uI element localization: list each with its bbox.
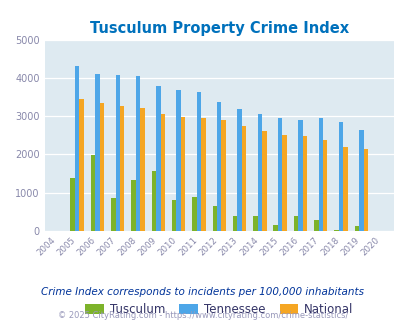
Legend: Tusculum, Tennessee, National: Tusculum, Tennessee, National bbox=[80, 298, 358, 321]
Bar bbox=[160, 114, 164, 231]
Bar bbox=[241, 126, 245, 231]
Bar bbox=[302, 136, 307, 231]
Bar bbox=[140, 108, 144, 231]
Bar bbox=[75, 66, 79, 231]
Bar bbox=[334, 230, 338, 231]
Title: Tusculum Property Crime Index: Tusculum Property Crime Index bbox=[90, 21, 348, 36]
Bar bbox=[111, 198, 115, 231]
Bar bbox=[156, 86, 160, 231]
Bar bbox=[151, 171, 156, 231]
Bar bbox=[298, 120, 302, 231]
Bar bbox=[221, 120, 226, 231]
Bar bbox=[172, 200, 176, 231]
Bar bbox=[91, 155, 95, 231]
Bar bbox=[363, 149, 367, 231]
Bar bbox=[277, 118, 282, 231]
Bar bbox=[95, 74, 99, 231]
Bar bbox=[282, 135, 286, 231]
Bar bbox=[70, 178, 75, 231]
Bar bbox=[338, 121, 343, 231]
Bar bbox=[176, 90, 181, 231]
Bar bbox=[216, 102, 221, 231]
Bar bbox=[131, 180, 135, 231]
Bar bbox=[100, 103, 104, 231]
Bar bbox=[273, 225, 277, 231]
Bar bbox=[313, 220, 318, 231]
Bar bbox=[232, 216, 237, 231]
Bar bbox=[212, 206, 216, 231]
Bar bbox=[192, 197, 196, 231]
Bar bbox=[181, 117, 185, 231]
Bar bbox=[318, 118, 322, 231]
Text: Crime Index corresponds to incidents per 100,000 inhabitants: Crime Index corresponds to incidents per… bbox=[41, 287, 364, 297]
Bar bbox=[257, 114, 262, 231]
Bar bbox=[354, 226, 358, 231]
Bar bbox=[262, 131, 266, 231]
Bar bbox=[343, 147, 347, 231]
Bar bbox=[293, 216, 297, 231]
Text: © 2025 CityRating.com - https://www.cityrating.com/crime-statistics/: © 2025 CityRating.com - https://www.city… bbox=[58, 311, 347, 320]
Bar bbox=[200, 118, 205, 231]
Bar bbox=[120, 106, 124, 231]
Bar bbox=[358, 130, 363, 231]
Bar bbox=[135, 76, 140, 231]
Bar bbox=[79, 99, 83, 231]
Bar bbox=[237, 109, 241, 231]
Bar bbox=[196, 92, 200, 231]
Bar bbox=[253, 216, 257, 231]
Bar bbox=[322, 140, 327, 231]
Bar bbox=[115, 75, 120, 231]
